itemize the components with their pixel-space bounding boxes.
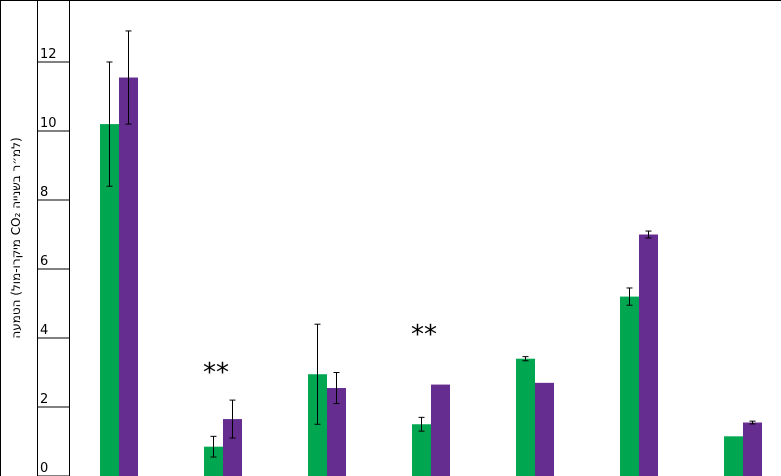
y-tick-label: 2 <box>40 392 48 407</box>
y-axis-label: הטמעה (מיקרו-מול CO₂ למ״ר בשנייה) <box>9 137 23 338</box>
bar <box>431 384 450 476</box>
bar <box>639 234 658 476</box>
bar <box>308 374 327 476</box>
y-tick-label: 6 <box>40 254 48 269</box>
y-tick-label: 12 <box>40 47 57 62</box>
bar <box>743 422 762 476</box>
y-tick-label: 4 <box>40 323 48 338</box>
significance-marker: ** <box>203 358 229 388</box>
significance-marker: ** <box>411 320 437 350</box>
bar <box>100 124 119 476</box>
bar <box>620 296 639 476</box>
bar <box>412 424 431 476</box>
bar <box>119 77 138 476</box>
bar <box>535 382 554 476</box>
annotations: ** ** <box>203 320 437 388</box>
y-tick-label: 10 <box>40 116 57 131</box>
bar <box>724 436 743 476</box>
error-bars <box>106 30 756 458</box>
y-tick-label: 8 <box>40 185 48 200</box>
bar <box>204 446 223 476</box>
bars <box>100 77 762 476</box>
y-ticks: 0 2 4 6 8 10 12 <box>37 47 69 476</box>
y-tick-label: 0 <box>40 461 48 476</box>
bar <box>327 388 346 476</box>
bar <box>223 419 242 476</box>
bar <box>516 358 535 476</box>
